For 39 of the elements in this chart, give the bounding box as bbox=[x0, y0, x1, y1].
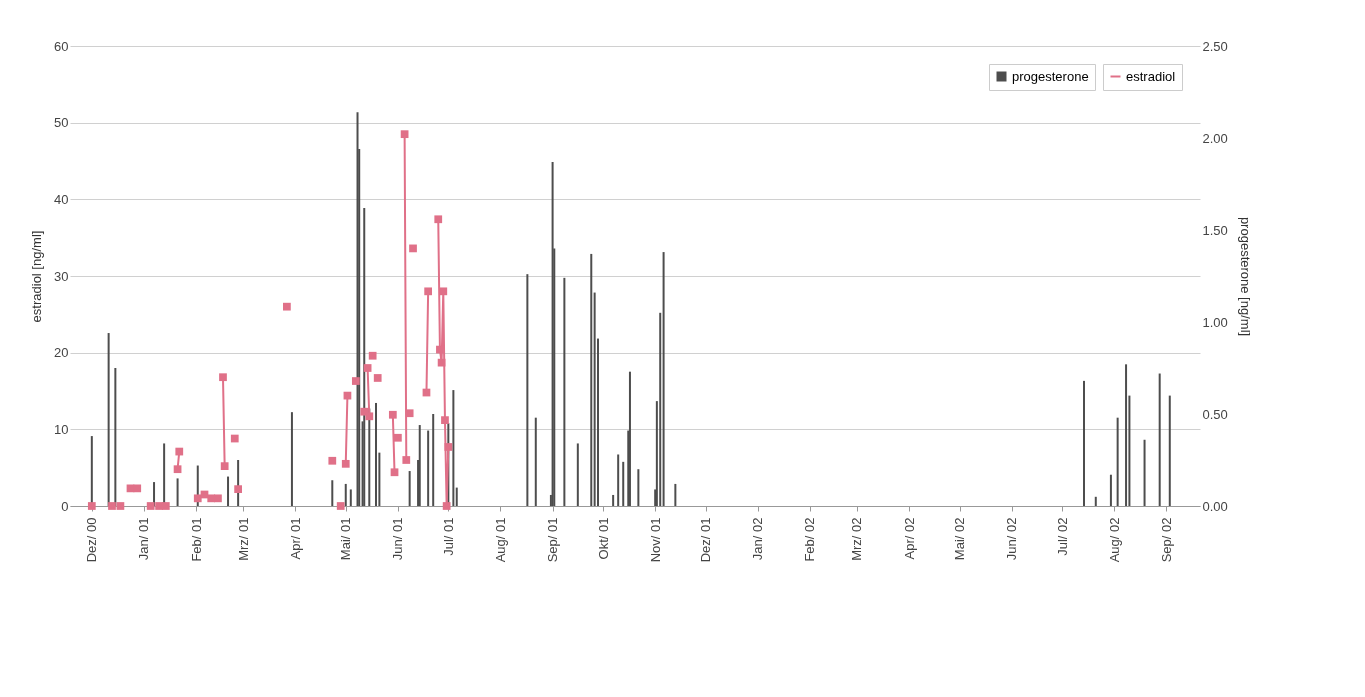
x-tick-label: Mrz/ 01 bbox=[235, 517, 251, 561]
y2-tick-label: 2.00 bbox=[1202, 130, 1228, 146]
y-tick-label: 30 bbox=[54, 268, 69, 284]
legend-label: progesterone bbox=[1012, 68, 1089, 84]
y-tick-label: 40 bbox=[54, 191, 69, 207]
y-tick-label: 60 bbox=[54, 38, 69, 54]
y-axis-title: estradiol [ng/ml] bbox=[29, 230, 45, 323]
x-tick-label: Jun/ 01 bbox=[390, 517, 406, 561]
x-tick-label: Apr/ 01 bbox=[287, 517, 303, 560]
x-tick-label: Okt/ 01 bbox=[595, 517, 611, 560]
y-tick-label: 0 bbox=[61, 498, 69, 514]
legend-label: estradiol bbox=[1126, 68, 1176, 84]
x-tick-label: Nov/ 01 bbox=[647, 517, 663, 563]
y-tick-label: 10 bbox=[54, 421, 69, 437]
x-tick-label: Jan/ 02 bbox=[750, 517, 766, 561]
x-tick-label: Aug/ 02 bbox=[1106, 517, 1122, 563]
y2-tick-label: 2.50 bbox=[1202, 38, 1228, 54]
y2-tick-label: 1.00 bbox=[1202, 314, 1228, 330]
x-tick-label: Mrz/ 02 bbox=[849, 517, 865, 561]
y2-tick-label: 1.50 bbox=[1202, 222, 1228, 238]
y2-tick-label: 0.50 bbox=[1202, 406, 1228, 422]
x-tick-label: Sep/ 01 bbox=[545, 517, 561, 563]
x-tick-label: Sep/ 02 bbox=[1158, 517, 1174, 563]
x-tick-label: Mai/ 02 bbox=[952, 517, 968, 561]
y-tick-label: 50 bbox=[54, 115, 69, 131]
x-tick-label: Dez/ 01 bbox=[698, 517, 714, 563]
x-tick-label: Feb/ 02 bbox=[802, 517, 818, 562]
x-tick-label: Jul/ 02 bbox=[1054, 517, 1070, 556]
x-tick-label: Jul/ 01 bbox=[440, 517, 456, 556]
x-tick-label: Jun/ 02 bbox=[1004, 517, 1020, 561]
x-tick-label: Aug/ 01 bbox=[492, 517, 508, 563]
y2-axis-title: progesterone [ng/ml] bbox=[1237, 216, 1253, 337]
x-tick-label: Jan/ 01 bbox=[136, 517, 152, 561]
y2-tick-label: 0.00 bbox=[1202, 498, 1228, 514]
x-tick-label: Apr/ 02 bbox=[901, 517, 917, 560]
x-tick-label: Feb/ 01 bbox=[188, 517, 204, 562]
x-tick-label: Dez/ 00 bbox=[84, 517, 100, 563]
x-tick-label: Mai/ 01 bbox=[338, 517, 354, 561]
y-tick-label: 20 bbox=[54, 345, 69, 361]
